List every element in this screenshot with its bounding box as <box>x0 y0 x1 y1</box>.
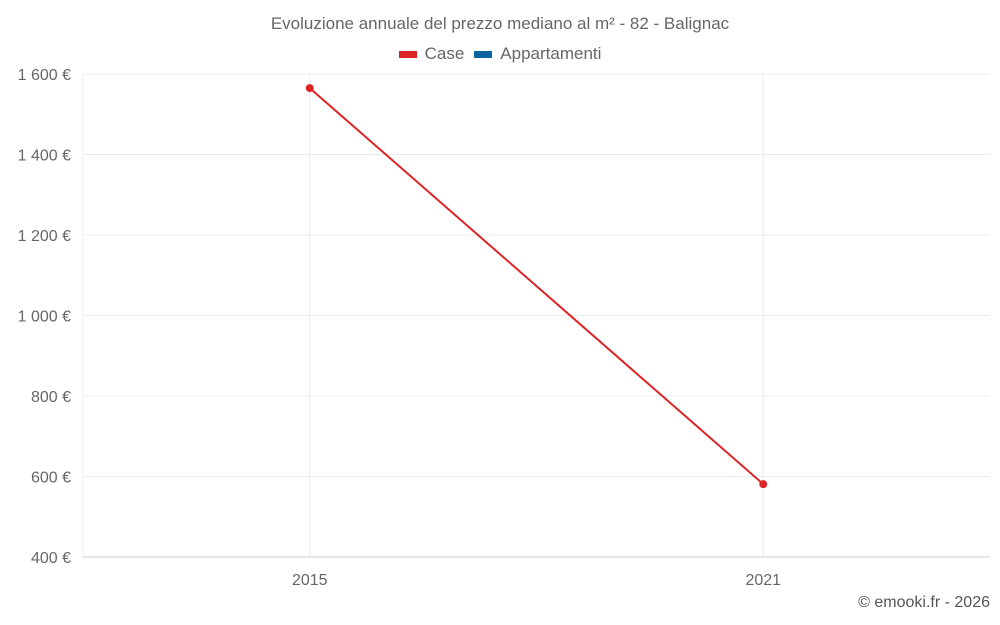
credit-text: © emooki.fr - 2026 <box>858 594 990 611</box>
legend-swatch-case <box>398 50 417 58</box>
y-tick-label: 400 € <box>31 550 71 567</box>
legend-swatch-appartamenti <box>474 50 493 58</box>
x-tick-label: 2021 <box>745 572 781 589</box>
data-point <box>305 84 314 93</box>
x-tick-label: 2015 <box>292 572 328 589</box>
chart-title: Evoluzione annuale del prezzo mediano al… <box>270 14 730 33</box>
chart-legend: Case Appartamenti <box>0 44 1000 64</box>
y-tick-label: 1 600 € <box>18 67 71 84</box>
y-tick-label: 1 400 € <box>18 148 71 165</box>
y-tick-label: 600 € <box>31 470 71 487</box>
y-tick-label: 1 200 € <box>18 228 71 245</box>
legend-item-appartamenti[interactable]: Appartamenti <box>474 44 601 64</box>
legend-label-case: Case <box>424 44 465 63</box>
y-tick-label: 1 000 € <box>18 309 71 326</box>
series-line-0 <box>309 87 764 485</box>
data-point <box>759 480 768 489</box>
legend-item-case[interactable]: Case <box>398 44 465 64</box>
legend-label-appartamenti: Appartamenti <box>500 44 602 63</box>
y-tick-label: 800 € <box>31 389 71 406</box>
